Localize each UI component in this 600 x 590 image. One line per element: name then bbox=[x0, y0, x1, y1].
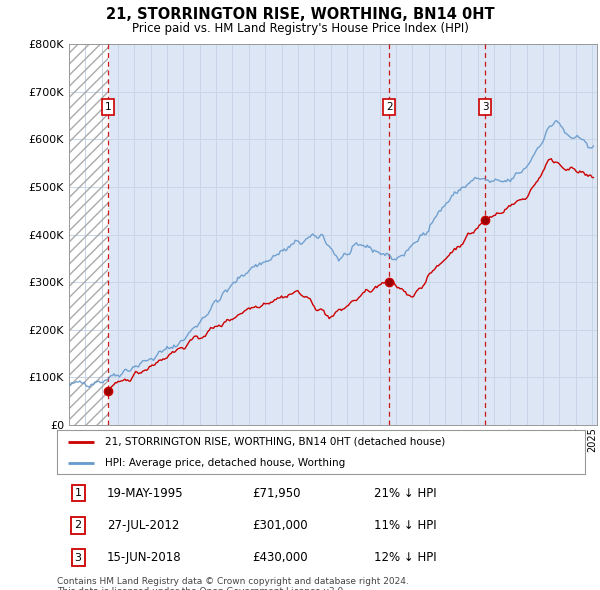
Text: 19-MAY-1995: 19-MAY-1995 bbox=[107, 487, 184, 500]
Text: 21, STORRINGTON RISE, WORTHING, BN14 0HT: 21, STORRINGTON RISE, WORTHING, BN14 0HT bbox=[106, 7, 494, 22]
Text: £430,000: £430,000 bbox=[253, 551, 308, 564]
Text: HPI: Average price, detached house, Worthing: HPI: Average price, detached house, Wort… bbox=[104, 458, 345, 468]
Text: 3: 3 bbox=[482, 102, 488, 112]
Text: 15-JUN-2018: 15-JUN-2018 bbox=[107, 551, 182, 564]
Text: Price paid vs. HM Land Registry's House Price Index (HPI): Price paid vs. HM Land Registry's House … bbox=[131, 22, 469, 35]
Bar bbox=[69, 44, 108, 425]
Text: 1: 1 bbox=[74, 489, 82, 499]
Text: 12% ↓ HPI: 12% ↓ HPI bbox=[374, 551, 436, 564]
Text: £301,000: £301,000 bbox=[253, 519, 308, 532]
Text: 11% ↓ HPI: 11% ↓ HPI bbox=[374, 519, 436, 532]
Bar bbox=[69, 44, 108, 425]
Text: 21% ↓ HPI: 21% ↓ HPI bbox=[374, 487, 436, 500]
Text: £71,950: £71,950 bbox=[253, 487, 301, 500]
Text: 3: 3 bbox=[74, 552, 82, 562]
Text: Contains HM Land Registry data © Crown copyright and database right 2024.
This d: Contains HM Land Registry data © Crown c… bbox=[57, 577, 409, 590]
Text: 1: 1 bbox=[104, 102, 111, 112]
Text: 21, STORRINGTON RISE, WORTHING, BN14 0HT (detached house): 21, STORRINGTON RISE, WORTHING, BN14 0HT… bbox=[104, 437, 445, 447]
Text: 27-JUL-2012: 27-JUL-2012 bbox=[107, 519, 179, 532]
Text: 2: 2 bbox=[386, 102, 392, 112]
Text: 2: 2 bbox=[74, 520, 82, 530]
